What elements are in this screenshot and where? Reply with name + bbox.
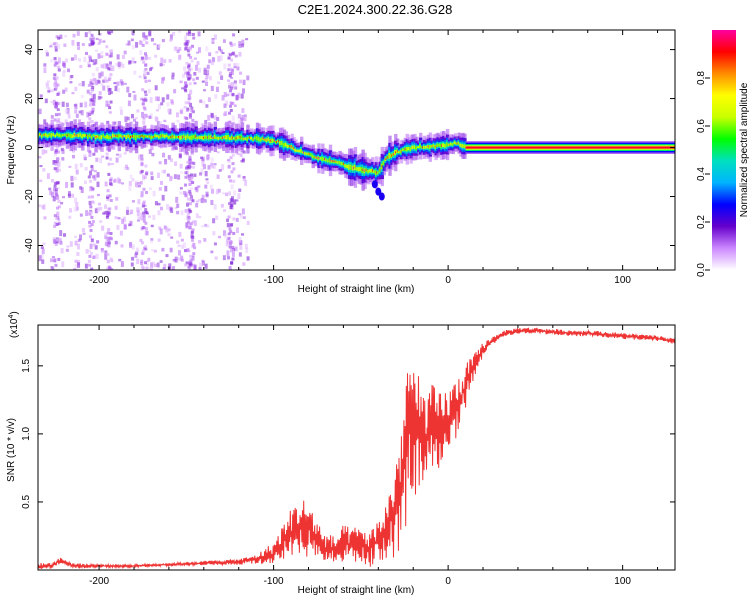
snr-xtick-label: -200: [89, 576, 109, 587]
spectrogram-xtick-label: 100: [614, 275, 631, 286]
snr-panel: -200 -100 0 100 0.5 1.0 1.5 Height of straight…: [6, 311, 676, 596]
snr-multiplier-exp: 4: [8, 315, 15, 319]
colorbar-tick-label: 0.6: [696, 119, 707, 133]
snr-xlabel: Height of straight line (km): [298, 585, 415, 596]
colorbar-label: Normalized spectral amplitude: [739, 82, 750, 217]
spectrogram-xtick-label: 0: [445, 275, 451, 286]
spectrogram-ytick-label: -20: [24, 189, 35, 204]
snr-xtick-label: 100: [614, 576, 631, 587]
snr-multiplier-base: (x10: [9, 318, 20, 338]
spectrogram-xlabel: Height of straight line (km): [298, 284, 415, 295]
spectrogram-ylabel: Frequency (Hz): [6, 116, 17, 185]
colorbar: 0.0 0.2 0.4 0.6 0.8 Normalized spectral ampl…: [696, 30, 750, 277]
snr-ylabel: SNR (10 * v/v): [6, 418, 17, 482]
svg-text:(x104): (x104): [8, 311, 20, 338]
spectrogram-xtick-label: -200: [89, 275, 109, 286]
snr-ytick-label: 1.5: [21, 358, 32, 372]
spectrogram-ytick-label: 20: [24, 93, 35, 105]
snr-ticks: -200 -100 0 100 0.5 1.0 1.5: [21, 325, 675, 587]
colorbar-tick-label: 0.2: [696, 215, 707, 229]
colorbar-tick-label: 0.4: [696, 167, 707, 181]
snr-series-line: [38, 327, 675, 570]
spectrogram-heatmap: [38, 30, 675, 270]
snr-xtick-label: 0: [445, 576, 451, 587]
colorbar-ticks: 0.0 0.2 0.4 0.6 0.8: [696, 71, 710, 277]
colorbar-scale: [712, 30, 736, 270]
spectrogram-xtick-label: -100: [264, 275, 284, 286]
colorbar-tick-label: 0.8: [696, 71, 707, 85]
spectrogram-ytick-label: 0: [24, 144, 35, 150]
colorbar-tick-label: 0.0: [696, 263, 707, 277]
snr-multiplier: (x104): [8, 311, 20, 338]
spectrogram-ytick-label: -40: [24, 238, 35, 253]
snr-ytick-label: 0.5: [21, 495, 32, 509]
spectrogram-ytick-label: 40: [24, 44, 35, 56]
snr-frame: [37, 324, 676, 571]
snr-xtick-label: -100: [264, 576, 284, 587]
chart-title: C2E1.2024.300.22.36.G28: [298, 2, 453, 17]
spectrogram-frame: [37, 29, 676, 271]
snr-ytick-label: 1.0: [21, 427, 32, 441]
